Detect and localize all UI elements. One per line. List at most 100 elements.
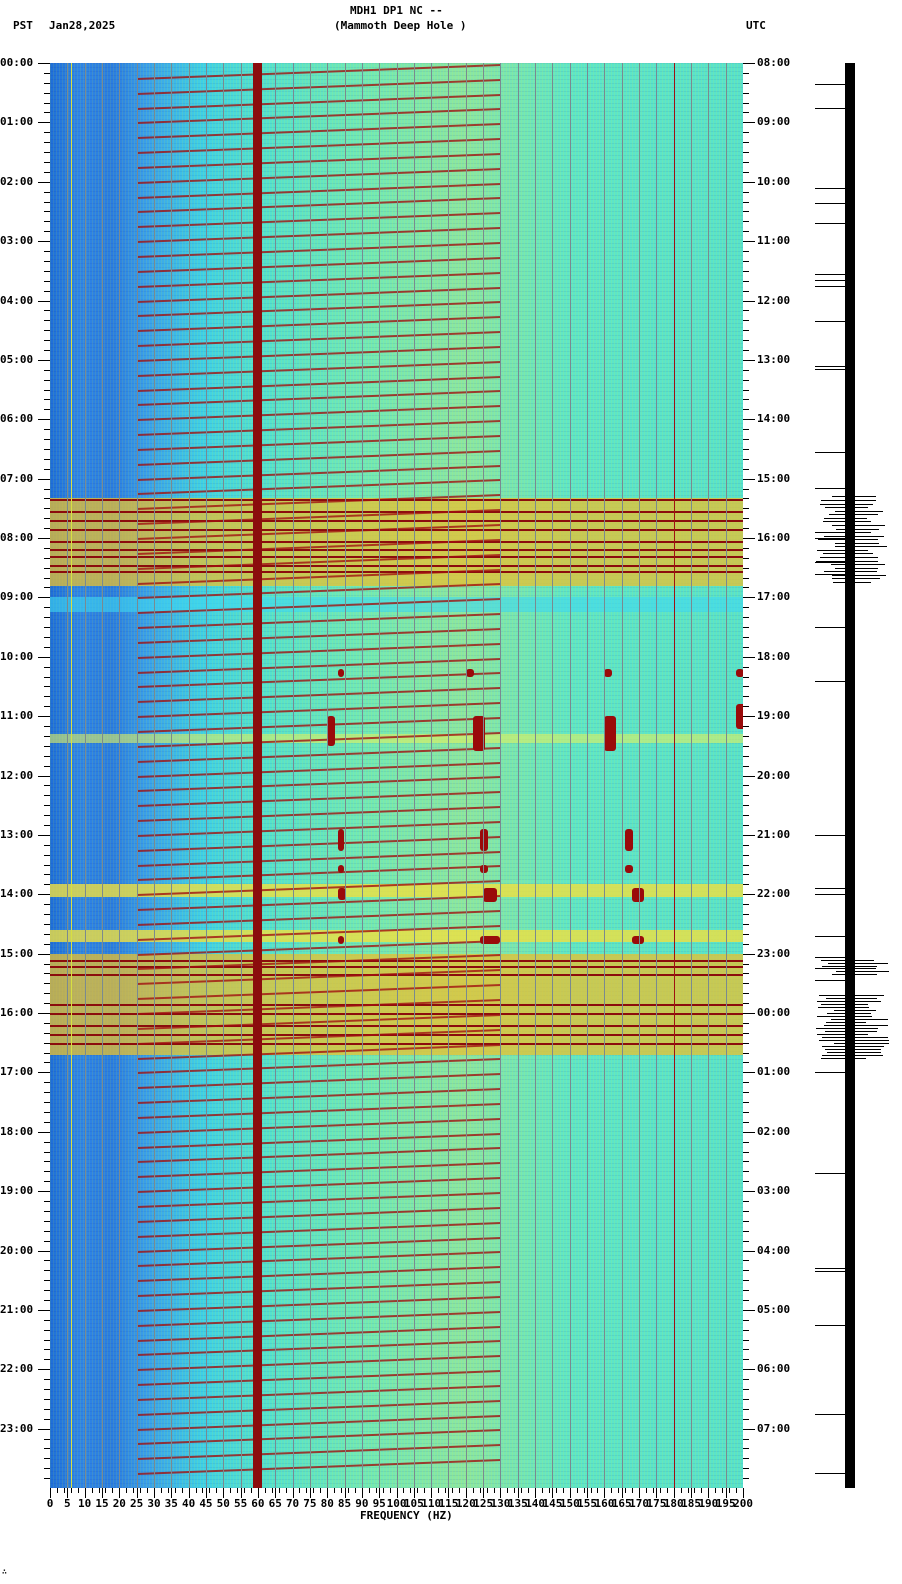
x-tick — [494, 1488, 495, 1493]
seismogram-spike — [855, 511, 883, 512]
seismogram-spike — [815, 274, 845, 275]
x-tick — [105, 1488, 106, 1493]
seismogram-spike — [855, 496, 876, 497]
seismogram-spike — [855, 998, 877, 999]
y-tick — [743, 518, 749, 519]
x-tick — [584, 1488, 585, 1493]
y-tick — [743, 1211, 749, 1212]
60hz-line — [253, 63, 262, 1488]
x-tick — [646, 1488, 647, 1493]
utc-tick-label: 09:00 — [757, 116, 790, 128]
x-tick — [681, 1488, 682, 1493]
y-tick — [743, 469, 749, 470]
y-tick — [44, 370, 50, 371]
y-tick — [743, 1072, 755, 1073]
y-tick — [743, 83, 749, 84]
y-tick — [743, 548, 749, 549]
y-tick — [44, 498, 50, 499]
x-tick — [390, 1488, 391, 1493]
seismogram-spike — [855, 1058, 866, 1059]
y-tick — [44, 914, 50, 915]
x-tick — [147, 1488, 148, 1493]
x-tick — [126, 1488, 127, 1493]
x-tick — [306, 1488, 307, 1493]
seismogram-spike — [855, 960, 874, 961]
gridline — [397, 63, 398, 1488]
seismogram-spike — [855, 525, 885, 526]
y-tick — [743, 776, 755, 777]
tremor-event — [604, 669, 612, 677]
x-tick — [202, 1488, 203, 1493]
gridline — [85, 63, 86, 1488]
y-tick — [44, 320, 50, 321]
y-tick — [743, 1013, 755, 1014]
y-tick — [44, 587, 50, 588]
y-tick — [743, 964, 749, 965]
seismogram-spike — [815, 532, 845, 533]
seismogram-spike — [815, 1414, 845, 1415]
y-tick — [44, 1349, 50, 1350]
x-tick — [556, 1488, 557, 1493]
tremor-event — [625, 829, 633, 851]
y-tick — [743, 1152, 749, 1153]
freq-tick-label: 200 — [733, 1498, 753, 1510]
gridline — [518, 63, 519, 1488]
y-tick — [743, 726, 749, 727]
y-tick — [743, 508, 749, 509]
x-tick — [438, 1488, 439, 1493]
seismogram-spike — [818, 1007, 845, 1008]
y-tick — [743, 766, 749, 767]
y-tick — [743, 498, 749, 499]
y-tick — [44, 1171, 50, 1172]
y-tick — [44, 251, 50, 252]
freq-tick-label: 10 — [78, 1498, 91, 1510]
x-tick — [417, 1488, 418, 1493]
y-tick — [743, 271, 749, 272]
y-tick — [44, 261, 50, 262]
pst-tick-label: 17:00 — [0, 1066, 33, 1078]
utc-tick-label: 11:00 — [757, 235, 790, 247]
y-tick — [38, 1072, 50, 1073]
y-tick — [44, 449, 50, 450]
x-tick — [694, 1488, 695, 1493]
utc-tick-label: 06:00 — [757, 1363, 790, 1375]
y-tick — [743, 399, 749, 400]
y-tick — [743, 736, 749, 737]
pst-tick-label: 08:00 — [0, 532, 33, 544]
pst-tick-label: 05:00 — [0, 354, 33, 366]
pst-tick-label: 16:00 — [0, 1007, 33, 1019]
tremor-event — [338, 829, 344, 851]
y-tick — [44, 390, 50, 391]
seismogram-spike — [855, 1010, 876, 1011]
gridline — [691, 63, 692, 1488]
seismogram-spike — [822, 966, 845, 967]
y-tick — [743, 578, 749, 579]
gridline — [189, 63, 190, 1488]
y-tick — [44, 677, 50, 678]
seismogram-spike — [855, 1052, 881, 1053]
seismogram-spike — [824, 1025, 845, 1026]
x-tick — [722, 1488, 723, 1493]
y-tick — [44, 1241, 50, 1242]
y-tick — [44, 1280, 50, 1281]
y-tick — [743, 825, 749, 826]
spectrogram-plot — [50, 63, 743, 1488]
y-tick — [743, 677, 749, 678]
y-tick — [743, 815, 749, 816]
seismogram-spike — [822, 1037, 845, 1038]
y-tick — [44, 1112, 50, 1113]
y-tick — [743, 706, 749, 707]
pst-tick-label: 02:00 — [0, 176, 33, 188]
y-tick — [38, 301, 50, 302]
y-tick — [44, 1033, 50, 1034]
gridline — [552, 63, 553, 1488]
y-tick — [44, 489, 50, 490]
y-tick — [743, 686, 749, 687]
y-tick — [38, 776, 50, 777]
gridline — [708, 63, 709, 1488]
y-tick — [743, 1062, 749, 1063]
seismogram-spike — [824, 571, 845, 572]
freq-tick-label: 30 — [147, 1498, 160, 1510]
pst-tick-label: 01:00 — [0, 116, 33, 128]
seismogram-spike — [827, 1052, 845, 1053]
